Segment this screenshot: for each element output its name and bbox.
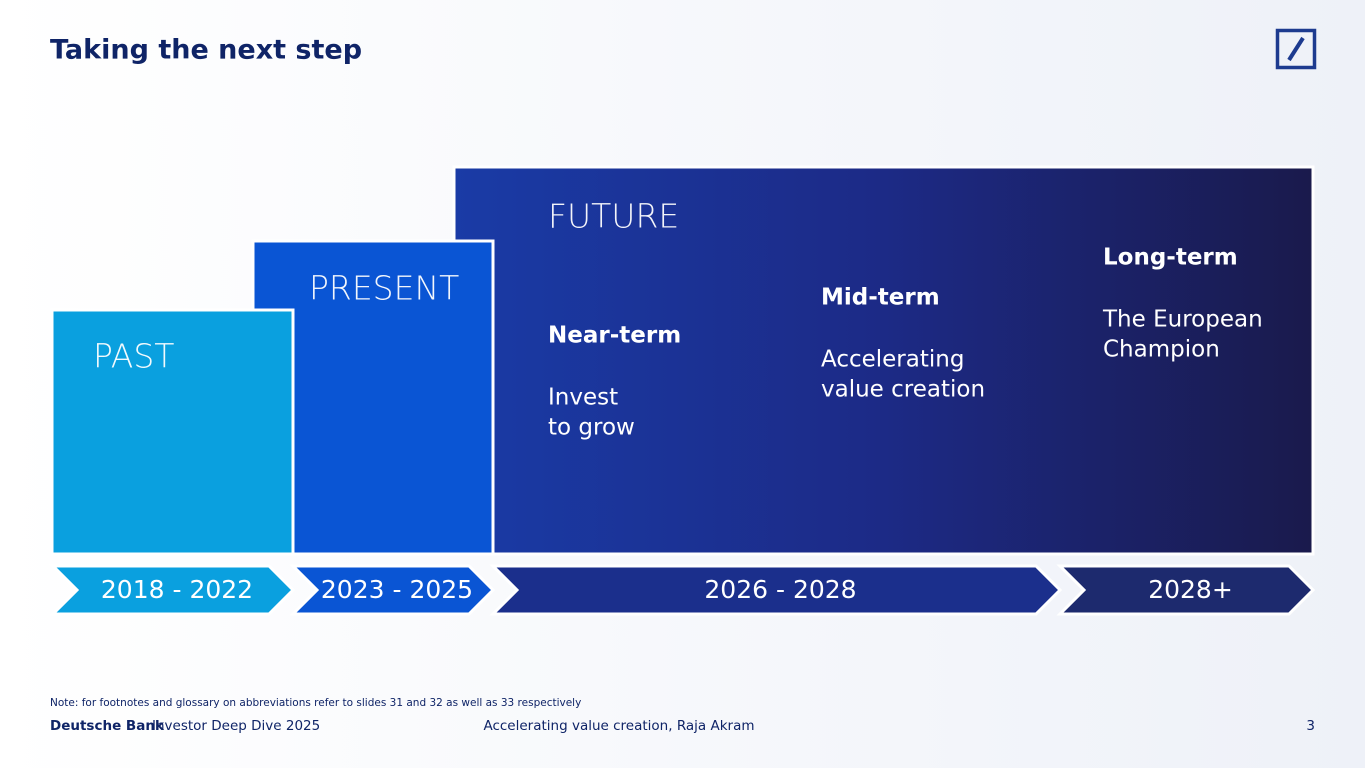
horizon-line: Accelerating <box>821 347 964 373</box>
timeline-segment <box>489 564 1063 616</box>
footer-brand: Deutsche Bank <box>50 718 165 734</box>
horizon-line: to grow <box>548 415 635 441</box>
future-box <box>452 165 1315 556</box>
footer-center: Accelerating value creation, Raja Akram <box>483 718 754 734</box>
timeline-segment <box>49 564 296 616</box>
horizon-title: Near-term <box>548 323 681 349</box>
logo <box>1275 28 1317 70</box>
footer-event: Investor Deep Dive 2025 <box>152 718 320 734</box>
page-number: 3 <box>1306 718 1315 734</box>
note: Note: for footnotes and glossary on abbr… <box>50 697 581 709</box>
horizon-line: Invest <box>548 385 618 411</box>
text-layer: PAST PRESENT FUTURE Near-term Invest to grow M… <box>50 197 1315 735</box>
horizon-title: Mid-term <box>821 285 940 311</box>
timeline: 2018 - 2022 2023 - 2025 2026 - 2028 2028+ <box>49 564 1316 616</box>
timeline-label: 2023 - 2025 <box>321 575 473 604</box>
horizon-line: value creation <box>821 377 985 403</box>
phase-label: PRESENT <box>309 269 459 308</box>
timeline-label: 2028+ <box>1148 575 1233 604</box>
timeline-label: 2026 - 2028 <box>704 575 856 604</box>
phase-label: PAST <box>93 337 174 376</box>
past-box <box>50 308 295 556</box>
title: Taking the next step <box>50 35 362 66</box>
horizon-line: The European <box>1102 307 1263 333</box>
timeline-segment <box>1056 564 1316 616</box>
phase-label: FUTURE <box>548 197 679 236</box>
horizon-line: Champion <box>1103 337 1220 363</box>
horizon-title: Long-term <box>1103 245 1238 271</box>
timeline-segment <box>289 564 496 616</box>
timeline-label: 2018 - 2022 <box>101 575 253 604</box>
